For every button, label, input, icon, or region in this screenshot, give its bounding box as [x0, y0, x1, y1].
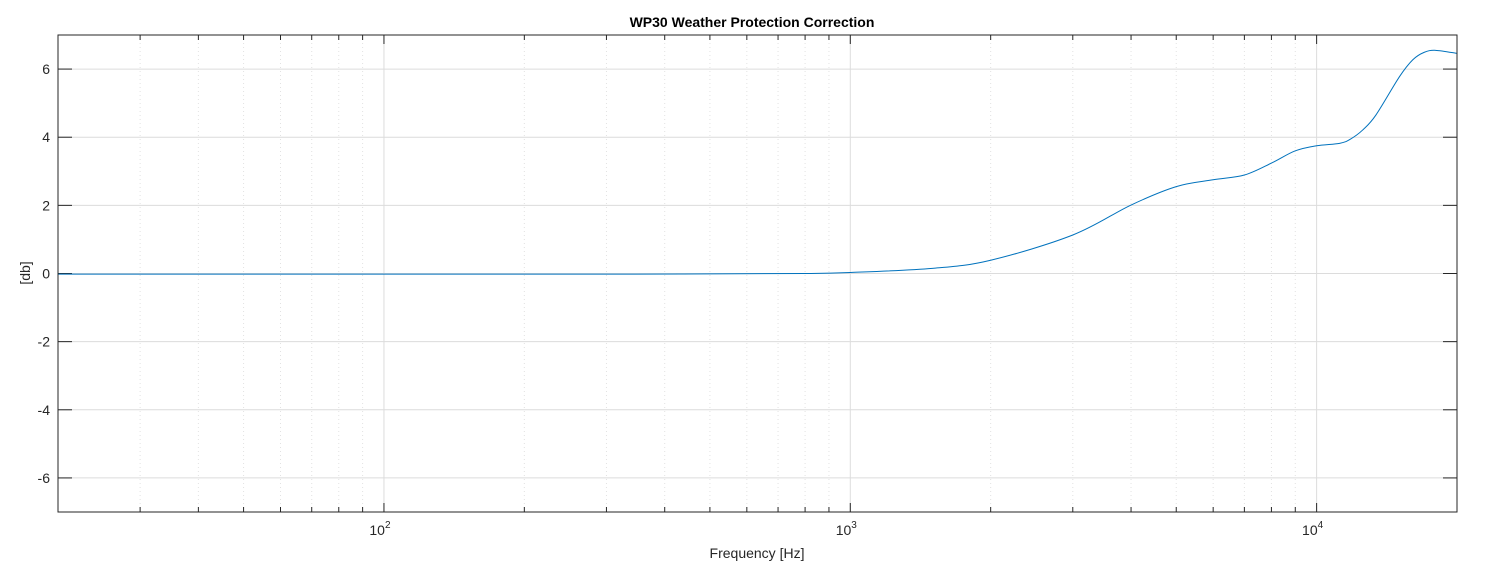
ticks: -6 -4 -2 0 2 4 6 102 103 104 — [38, 35, 1458, 538]
series-line-wp30 — [57, 49, 1458, 275]
chart-title: WP30 Weather Protection Correction — [630, 14, 875, 30]
y-tick-label: 0 — [42, 266, 50, 282]
plot-frame — [57, 34, 1458, 513]
x-tick-label: 103 — [836, 520, 858, 538]
y-tick-label: -4 — [38, 402, 51, 418]
x-tick-label: 104 — [1302, 520, 1324, 538]
y-axis-label: [db] — [17, 261, 33, 284]
grid — [57, 35, 1458, 512]
y-tick-label: 6 — [42, 61, 50, 77]
x-axis-label: Frequency [Hz] — [710, 545, 805, 561]
x-tick-label: 102 — [369, 520, 391, 538]
y-tick-label: 4 — [42, 129, 50, 145]
y-tick-label: -2 — [38, 334, 51, 350]
y-tick-label: 2 — [42, 197, 50, 213]
y-tick-label: -6 — [38, 470, 51, 486]
